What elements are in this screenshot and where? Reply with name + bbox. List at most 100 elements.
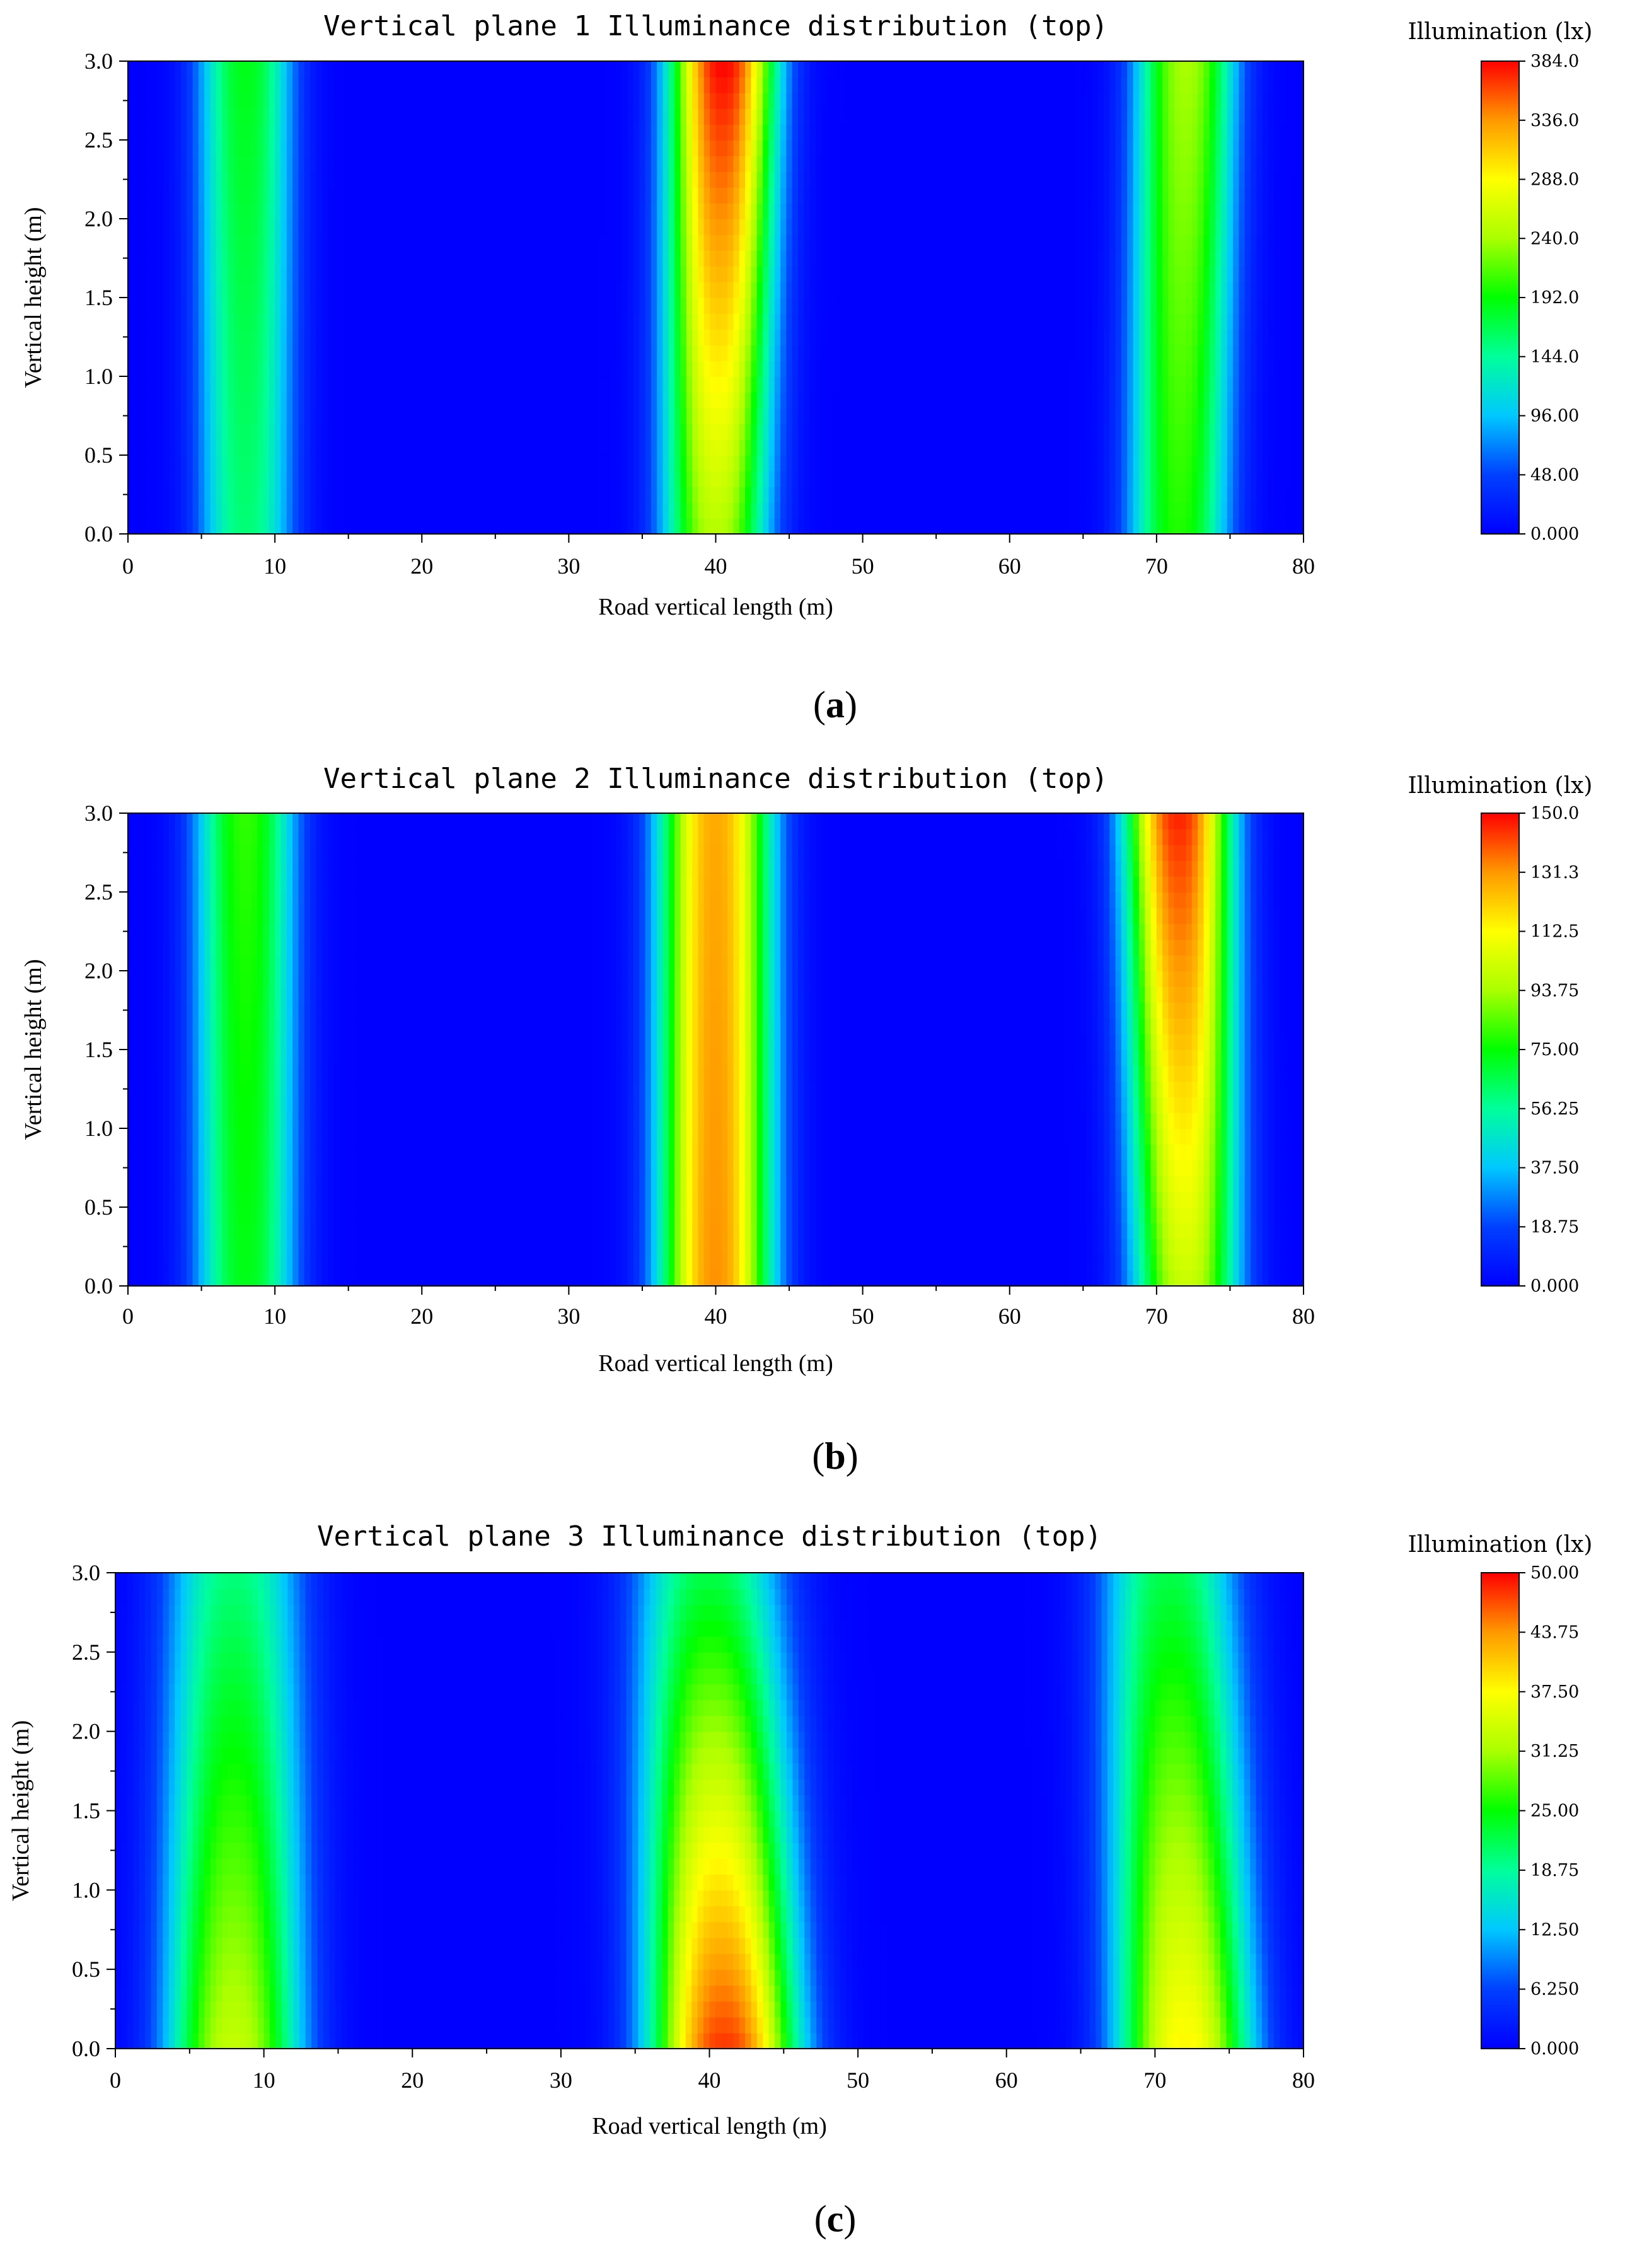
- heatmap-cell: [233, 424, 240, 440]
- heatmap-cell: [486, 424, 493, 440]
- heatmap-cell: [721, 234, 728, 251]
- heatmap-cell: [951, 376, 957, 393]
- heatmap-cell: [921, 439, 928, 456]
- heatmap-cell: [310, 187, 317, 204]
- heatmap-cell: [1156, 313, 1163, 330]
- heatmap-cell: [563, 329, 570, 345]
- heatmap-cell: [1262, 156, 1269, 172]
- heatmap-cell: [1156, 250, 1163, 267]
- heatmap-cell: [445, 282, 452, 298]
- heatmap-cell: [1003, 408, 1010, 424]
- heatmap-cell: [1286, 250, 1293, 267]
- heatmap-cell: [486, 392, 493, 408]
- heatmap-cell: [809, 361, 816, 377]
- heatmap-cell: [592, 250, 599, 267]
- heatmap-cell: [792, 518, 799, 535]
- heatmap-cell: [751, 439, 758, 456]
- heatmap-cell: [228, 298, 234, 314]
- heatmap-cell: [422, 156, 429, 172]
- heatmap-cell: [251, 266, 258, 282]
- heatmap-cell: [816, 392, 823, 408]
- heatmap-cell: [304, 424, 311, 440]
- heatmap-cell: [998, 329, 1005, 345]
- heatmap-cell: [739, 219, 746, 235]
- heatmap-cell: [451, 455, 458, 472]
- heatmap-cell: [1003, 219, 1010, 235]
- heatmap-cell: [415, 392, 423, 408]
- heatmap-cell: [333, 140, 340, 156]
- heatmap-cell: [210, 266, 217, 282]
- heatmap-cell: [745, 234, 752, 251]
- heatmap-cell: [386, 282, 393, 298]
- heatmap-cell: [157, 376, 164, 393]
- heatmap-cell: [321, 187, 328, 204]
- heatmap-cell: [357, 408, 364, 424]
- heatmap-cell: [1286, 376, 1293, 393]
- heatmap-cell: [569, 234, 575, 251]
- heatmap-cell: [774, 376, 781, 393]
- heatmap-cell: [586, 266, 593, 282]
- heatmap-cell: [439, 219, 446, 235]
- heatmap-cell: [857, 156, 864, 172]
- heatmap-cell: [610, 471, 616, 487]
- heatmap-cell: [369, 392, 376, 408]
- heatmap-cell: [163, 250, 170, 267]
- heatmap-cell: [1186, 329, 1193, 345]
- heatmap-cell: [492, 392, 499, 408]
- heatmap-cell: [151, 282, 158, 298]
- heatmap-cell: [745, 266, 752, 282]
- heatmap-cell: [662, 282, 669, 298]
- heatmap-cell: [222, 313, 229, 330]
- heatmap-cell: [1044, 502, 1051, 519]
- heatmap-cell: [386, 376, 393, 393]
- heatmap-cell: [468, 298, 475, 314]
- heatmap-cell: [910, 187, 916, 204]
- heatmap-cell: [715, 361, 722, 377]
- heatmap-cell: [745, 156, 752, 172]
- heatmap-cell: [974, 518, 981, 535]
- heatmap-cell: [868, 345, 876, 361]
- heatmap-cell: [1056, 266, 1063, 282]
- heatmap-cell: [1209, 376, 1216, 393]
- heatmap-cell: [657, 171, 664, 188]
- heatmap-cell: [1150, 408, 1157, 424]
- heatmap-cell: [1133, 313, 1140, 330]
- heatmap-cell: [204, 298, 211, 314]
- heatmap-cell: [480, 361, 487, 377]
- heatmap-cell: [1092, 518, 1099, 535]
- heatmap-cell: [727, 502, 734, 519]
- heatmap-cell: [721, 424, 728, 440]
- heatmap-cell: [1209, 156, 1216, 172]
- heatmap-cell: [886, 266, 893, 282]
- heatmap-cell: [492, 487, 499, 503]
- heatmap-cell: [210, 345, 217, 361]
- heatmap-cell: [187, 234, 194, 251]
- heatmap-cell: [710, 203, 717, 219]
- heatmap-cell: [845, 502, 852, 519]
- heatmap-cell: [445, 376, 452, 393]
- heatmap-cell: [263, 140, 270, 156]
- heatmap-cell: [686, 250, 693, 267]
- heatmap-cell: [228, 250, 234, 267]
- heatmap-cell: [180, 171, 188, 188]
- heatmap-cell: [451, 376, 458, 393]
- heatmap-cell: [774, 187, 781, 204]
- heatmap-cell: [862, 187, 869, 204]
- heatmap-cell: [992, 455, 998, 472]
- heatmap-cell: [292, 203, 299, 219]
- heatmap-cell: [198, 282, 205, 298]
- heatmap-cell: [263, 471, 270, 487]
- heatmap-cell: [1274, 313, 1281, 330]
- heatmap-cell: [1280, 156, 1286, 172]
- heatmap-cell: [833, 329, 840, 345]
- heatmap-cell: [910, 487, 916, 503]
- heatmap-cell: [998, 518, 1005, 535]
- heatmap-cell: [1039, 313, 1046, 330]
- heatmap-cell: [903, 234, 911, 251]
- heatmap-cell: [1109, 298, 1116, 314]
- heatmap-cell: [1097, 487, 1104, 503]
- heatmap-cell: [269, 392, 275, 408]
- heatmap-cell: [874, 329, 881, 345]
- heatmap-cell: [169, 345, 176, 361]
- heatmap-cell: [163, 345, 170, 361]
